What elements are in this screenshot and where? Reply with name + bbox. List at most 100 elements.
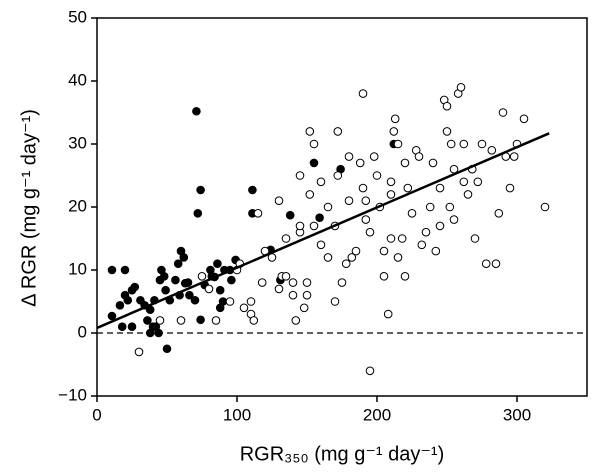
point — [288, 278, 298, 287]
point — [446, 139, 456, 149]
point — [302, 290, 312, 300]
plot-frame — [96, 17, 588, 397]
point — [190, 295, 200, 305]
point — [459, 177, 469, 187]
point — [185, 290, 194, 300]
point — [428, 158, 438, 168]
point — [246, 297, 256, 306]
point — [369, 152, 379, 161]
point — [309, 158, 319, 168]
point — [315, 213, 324, 223]
point — [215, 285, 225, 295]
point — [442, 101, 452, 111]
point — [171, 275, 180, 285]
y-tick-label: −10 — [58, 385, 87, 404]
point — [435, 183, 445, 193]
x-tick-label: 0 — [92, 405, 101, 424]
point — [305, 127, 315, 136]
point — [107, 311, 117, 321]
point — [487, 146, 497, 155]
point — [120, 265, 130, 275]
point — [358, 183, 368, 193]
point — [389, 127, 399, 136]
point — [330, 297, 340, 306]
y-tick-label: 50 — [68, 7, 87, 26]
point — [274, 196, 284, 205]
point — [403, 183, 413, 193]
point — [456, 83, 466, 92]
point — [196, 185, 205, 195]
point — [333, 171, 343, 180]
point — [337, 278, 347, 287]
point — [248, 185, 257, 195]
point — [127, 322, 137, 332]
point — [494, 209, 504, 218]
point — [505, 183, 515, 193]
point — [400, 272, 410, 281]
point — [414, 152, 424, 161]
point — [193, 209, 203, 218]
point — [288, 290, 298, 300]
point — [134, 347, 144, 357]
point — [305, 190, 315, 199]
point — [281, 272, 291, 281]
point — [397, 234, 407, 243]
y-axis-title: Δ RGR (mg g⁻¹ day⁻¹) — [18, 109, 40, 307]
point — [372, 171, 382, 180]
point — [130, 282, 140, 292]
point — [161, 285, 170, 295]
y-tick-label: 10 — [68, 259, 87, 278]
point — [302, 278, 312, 287]
point — [351, 246, 361, 256]
point — [470, 234, 480, 243]
point — [213, 259, 222, 269]
point — [355, 158, 365, 168]
point — [197, 272, 207, 281]
point — [225, 297, 235, 306]
point — [107, 265, 117, 275]
point — [390, 114, 400, 124]
point — [299, 303, 309, 313]
fit-line — [96, 132, 550, 330]
point — [540, 202, 550, 212]
point — [323, 253, 333, 262]
point — [383, 309, 393, 319]
point — [393, 139, 403, 149]
point — [295, 171, 305, 180]
point — [519, 114, 529, 124]
point — [281, 234, 291, 243]
x-tick-label: 300 — [503, 405, 531, 424]
point — [162, 344, 172, 354]
point — [316, 240, 326, 250]
point — [400, 158, 410, 168]
point — [115, 300, 125, 310]
point — [425, 202, 435, 212]
point — [309, 139, 319, 149]
point — [358, 89, 368, 98]
point — [477, 139, 487, 149]
point — [253, 209, 263, 218]
point — [151, 322, 161, 332]
point — [249, 316, 259, 325]
point — [386, 177, 396, 187]
point — [449, 215, 459, 224]
point — [341, 259, 351, 269]
point — [445, 202, 455, 212]
point — [218, 297, 228, 306]
point — [386, 234, 396, 243]
point — [365, 227, 375, 237]
point — [291, 316, 301, 325]
point — [143, 316, 152, 325]
point — [274, 284, 284, 294]
point — [316, 177, 326, 187]
point — [463, 190, 473, 199]
point — [323, 202, 333, 212]
point — [344, 196, 354, 205]
point — [435, 221, 445, 231]
point — [159, 272, 169, 281]
point — [379, 272, 389, 281]
point — [498, 108, 508, 117]
x-tick-label: 200 — [363, 405, 391, 424]
point — [347, 253, 357, 262]
